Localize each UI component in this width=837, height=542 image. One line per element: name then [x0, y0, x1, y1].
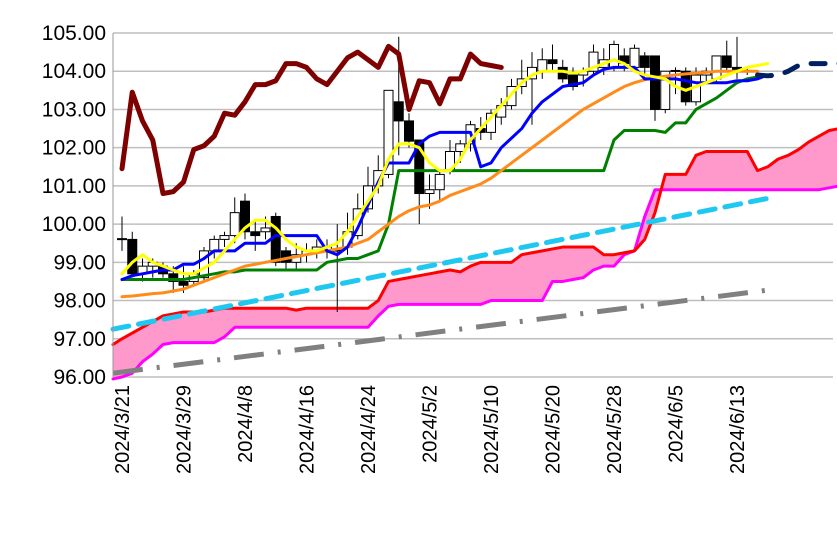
candle-body: [629, 47, 640, 68]
candle-body: [434, 173, 445, 191]
candle-body: [711, 55, 722, 80]
candle-body: [424, 189, 435, 195]
candle-body: [650, 55, 660, 110]
trend-upper-line: [110, 194, 776, 332]
indicator-lines: [110, 127, 837, 381]
x-tick-label: 2024/4/16: [297, 385, 319, 474]
candle: [250, 220, 261, 251]
candle: [434, 170, 445, 202]
y-axis-ticks: 96.00 97.00 98.00 99.00 100.00 101.00 102.00 10…: [42, 22, 106, 389]
candle-body: [240, 200, 250, 233]
candle-body: [404, 120, 414, 142]
candle: [219, 231, 230, 248]
candle-body: [660, 70, 671, 110]
candle: [537, 48, 548, 79]
candle-body: [721, 55, 732, 68]
candle-body: [680, 70, 691, 103]
candle-body: [568, 74, 578, 88]
candle-body: [609, 43, 619, 68]
ichimoku-cloud: [113, 129, 837, 379]
candle-body: [219, 235, 230, 240]
candle: [568, 67, 578, 91]
candle: [240, 193, 250, 240]
x-tick-label: 2024/5/28: [604, 385, 626, 474]
candle-body: [547, 59, 558, 65]
candle-body: [168, 273, 179, 282]
tenkan-line: [120, 58, 770, 276]
candle: [650, 55, 660, 121]
candle: [721, 40, 732, 72]
candle-body: [117, 238, 127, 241]
chikou-line: [119, 43, 504, 197]
x-tick-label: 2024/3/21: [112, 385, 134, 474]
y-tick-label: 98.00: [53, 290, 106, 313]
candle-body: [127, 238, 138, 275]
candle: [547, 44, 558, 72]
candle-body: [639, 55, 650, 68]
x-tick-label: 2024/6/13: [727, 385, 749, 474]
trend-lower-line: [112, 286, 777, 376]
candle-body: [229, 212, 240, 237]
candle: [639, 52, 650, 76]
projection-line: [755, 61, 837, 79]
candle: [516, 59, 527, 95]
candle-body: [670, 69, 681, 72]
candle: [588, 44, 599, 76]
x-tick-label: 2024/6/5: [666, 385, 688, 463]
cloud-fill: [113, 129, 837, 379]
candle: [229, 197, 240, 244]
y-tick-label: 105.00: [42, 22, 106, 45]
candle-body: [393, 101, 404, 122]
candle-body: [414, 139, 425, 195]
candle: [117, 216, 127, 251]
candle-body: [588, 51, 599, 72]
x-axis-ticks: 2024/3/21 2024/3/29 2024/4/8 2024/4/16 2024/…: [112, 385, 749, 474]
y-tick-label: 102.00: [42, 137, 106, 160]
candle: [127, 231, 138, 278]
x-tick-label: 2024/5/10: [481, 385, 503, 474]
y-tick-label: 99.00: [53, 251, 106, 274]
senkou-b-line: [111, 184, 837, 381]
y-tick-label: 97.00: [53, 328, 106, 351]
x-tick-label: 2024/4/8: [235, 385, 257, 463]
candle-body: [383, 89, 394, 175]
candle-body: [178, 280, 189, 286]
x-tick-label: 2024/4/24: [358, 385, 380, 474]
y-tick-label: 101.00: [42, 175, 106, 198]
x-tick-label: 2024/5/20: [543, 385, 565, 474]
x-tick-label: 2024/5/2: [420, 385, 442, 463]
overlay-lines: [119, 43, 837, 299]
candle-body: [537, 59, 548, 72]
candle: [414, 139, 425, 225]
x-tick-label: 2024/3/29: [174, 385, 196, 474]
y-tick-label: 103.00: [42, 98, 106, 121]
candle-body: [209, 238, 220, 252]
candle: [404, 113, 414, 148]
candle-body: [250, 231, 261, 237]
y-tick-label: 96.00: [53, 366, 106, 389]
candle-body: [260, 227, 271, 233]
candle: [670, 67, 681, 95]
senkou-a-line: [111, 127, 837, 347]
candle: [424, 174, 435, 209]
candle: [332, 224, 343, 313]
y-tick-label: 100.00: [42, 213, 106, 236]
y-tick-label: 104.00: [42, 60, 106, 83]
